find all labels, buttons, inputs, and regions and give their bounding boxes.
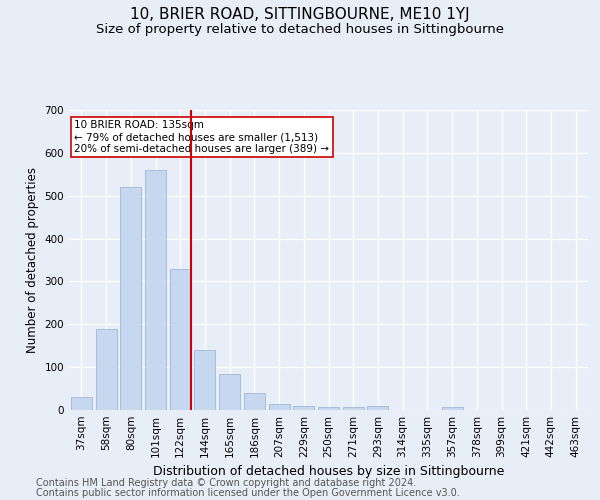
Bar (219, 374, 240, 410)
Text: Contains public sector information licensed under the Open Government Licence v3: Contains public sector information licen… (36, 488, 460, 498)
Bar (442, 408, 463, 410)
Bar (367, 406, 388, 410)
Text: Size of property relative to detached houses in Sittingbourne: Size of property relative to detached ho… (96, 22, 504, 36)
Text: 10 BRIER ROAD: 135sqm
← 79% of detached houses are smaller (1,513)
20% of semi-d: 10 BRIER ROAD: 135sqm ← 79% of detached … (74, 120, 329, 154)
Bar (318, 406, 339, 410)
Bar (194, 350, 215, 410)
Bar (170, 268, 191, 410)
Bar (244, 393, 265, 410)
Bar (95, 328, 116, 410)
Bar (343, 406, 364, 410)
Text: Contains HM Land Registry data © Crown copyright and database right 2024.: Contains HM Land Registry data © Crown c… (36, 478, 416, 488)
Bar (120, 187, 141, 410)
Bar (145, 170, 166, 410)
Bar (71, 397, 92, 410)
X-axis label: Distribution of detached houses by size in Sittingbourne: Distribution of detached houses by size … (153, 466, 504, 478)
Bar (269, 404, 290, 410)
Y-axis label: Number of detached properties: Number of detached properties (26, 167, 39, 353)
Text: 10, BRIER ROAD, SITTINGBOURNE, ME10 1YJ: 10, BRIER ROAD, SITTINGBOURNE, ME10 1YJ (130, 8, 470, 22)
Bar (293, 406, 314, 410)
